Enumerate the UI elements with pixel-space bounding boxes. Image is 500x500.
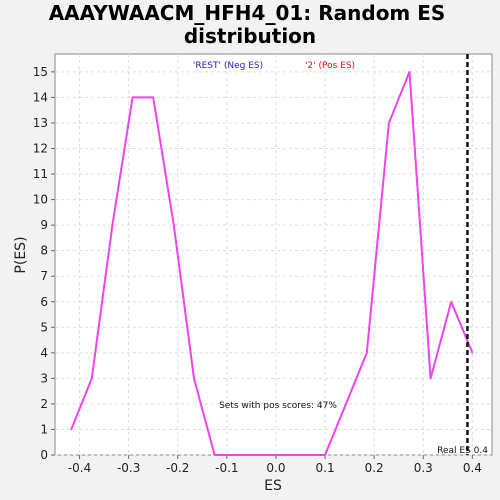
data-point [365,352,368,354]
data-point [388,122,390,124]
data-point [131,96,134,99]
x-tick-label: 0.0 [266,461,285,475]
grid-lines [55,54,492,456]
data-point [111,224,114,226]
x-tick-label: -0.3 [117,461,140,475]
data-point [193,377,195,380]
data-point [295,454,298,456]
y-tick-label: 9 [40,218,48,232]
x-tick-label: 0.1 [316,461,335,475]
y-tick-label: 15 [33,65,48,79]
x-tick-label: 0.4 [463,461,482,475]
data-point [70,428,73,431]
real-es-label: Real ES 0.4 [437,446,488,456]
y-tick-label: 4 [40,346,48,360]
data-point [471,352,474,354]
x-tick-label: 0.2 [365,461,384,475]
data-point [275,454,277,456]
x-axis-label: ES [264,478,282,494]
y-tick-label: 12 [33,142,48,156]
chart-title-line-1: AAAYWAACM_HFH4_01: Random ES [49,1,446,25]
data-point [450,300,453,303]
y-tick-label: 0 [40,448,48,462]
y-axis-label: P(ES) [13,236,29,273]
y-tick-label: 1 [40,422,48,436]
plot-area [54,53,493,456]
data-point [234,454,237,456]
y-tick-label: 8 [40,244,48,258]
y-tick-label: 6 [40,295,48,309]
series-layer [70,70,474,456]
legend-pos-label: '2' (Pos ES) [305,61,355,71]
data-point [429,377,432,380]
pos-score-annotation: Sets with pos scores: 47% [219,401,337,411]
y-tick-label: 14 [33,90,48,104]
data-point [408,71,411,73]
data-point [91,377,93,380]
y-tick-label: 13 [33,116,48,130]
x-tick-label: -0.2 [166,461,189,475]
chart-title-line-2: distribution [184,24,316,48]
y-tick-label: 5 [40,320,48,334]
legend-neg-label: 'REST' (Neg ES) [193,61,263,71]
data-point [173,224,175,226]
y-tick-label: 7 [40,269,48,283]
x-tick-label: -0.1 [215,461,238,475]
data-point [213,454,216,456]
y-tick-label: 11 [33,167,48,181]
x-tick-label: 0.3 [414,461,433,475]
y-tick-label: 2 [40,397,48,411]
y-tick-label: 3 [40,371,48,385]
x-tick-label: -0.4 [68,461,91,475]
data-point [254,454,257,456]
y-tick-label: 10 [33,193,48,207]
data-point [324,454,326,456]
data-point [152,96,155,99]
